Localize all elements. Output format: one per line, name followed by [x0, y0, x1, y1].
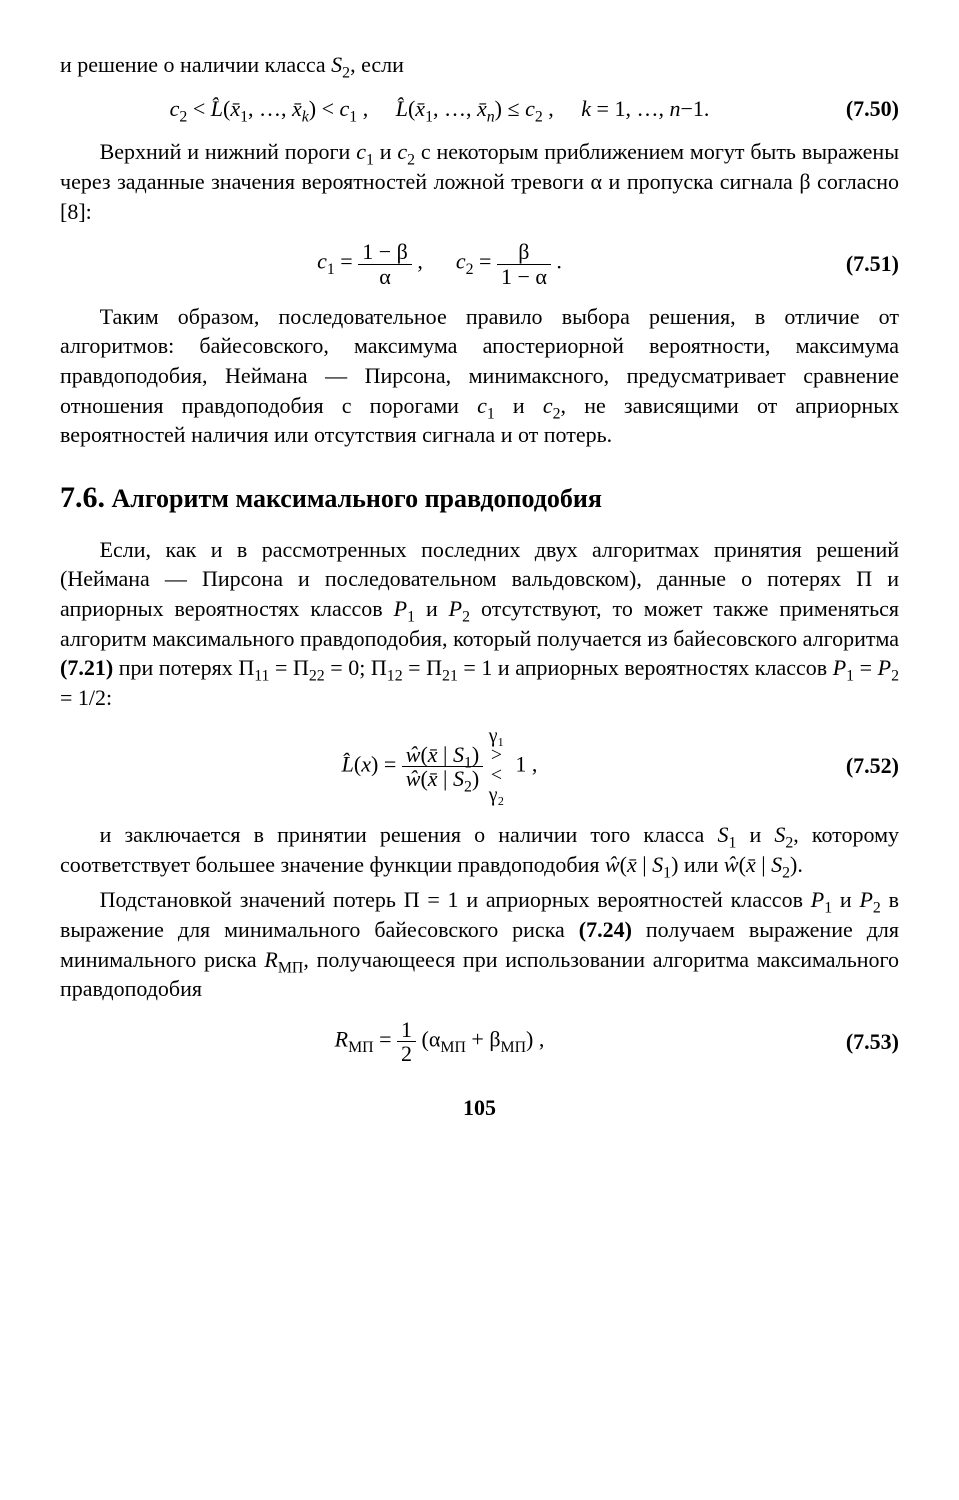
equation-7-53: RМП = 1 2 (αМП + βМП) , (7.53) — [60, 1018, 899, 1065]
eq-7-52-num: ŵ(x̄ | S1) — [402, 743, 483, 767]
equation-7-50: c2 < L̂(x̄1, …, x̄k) < c1 , L̂(x̄1, …, x… — [60, 94, 899, 124]
section-number: 7.6. — [60, 481, 105, 514]
paragraph-risk: Подстановкой значений потерь Π = 1 и апр… — [60, 885, 899, 1004]
page-number: 105 — [60, 1093, 899, 1123]
eq-7-53-num: 1 — [397, 1018, 416, 1042]
equation-7-52: L̂(x) = ŵ(x̄ | S1) ŵ(x̄ | S2) γ₁ > < γ₂ … — [60, 727, 899, 806]
eq-7-53-number: (7.53) — [819, 1027, 899, 1057]
eq-7-52-number: (7.52) — [819, 751, 899, 781]
paragraph-thresholds: Верхний и нижний пороги c1 и c2 с некото… — [60, 137, 899, 226]
eq-7-50-body: c2 < L̂(x̄1, …, x̄k) < c1 , L̂(x̄1, …, x… — [60, 94, 819, 124]
eq-7-52-gl-stack: γ₁ > < γ₂ — [489, 727, 505, 806]
eq-7-51-body: c1 = 1 − β α , c2 = β 1 − α . — [60, 240, 819, 287]
eq-7-52-den: ŵ(x̄ | S2) — [402, 767, 483, 790]
eq-7-53-den: 2 — [397, 1042, 416, 1065]
eq-7-53-body: RМП = 1 2 (αМП + βМП) , — [60, 1018, 819, 1065]
paragraph-decision: и заключается в принятии решения о налич… — [60, 820, 899, 879]
paragraph-sequential-rule: Таким образом, последовательное правило … — [60, 302, 899, 450]
paragraph-ml-intro: Если, как и в рассмотренных последних дв… — [60, 535, 899, 713]
eq-7-53-r-sub: МП — [348, 1039, 374, 1056]
eq-7-51-c1-num: 1 − β — [358, 240, 412, 264]
eq-7-51-c2-den: 1 − α — [497, 265, 551, 288]
eq-7-50-number: (7.50) — [819, 94, 899, 124]
eq-7-52-body: L̂(x) = ŵ(x̄ | S1) ŵ(x̄ | S2) γ₁ > < γ₂ … — [60, 727, 819, 806]
eq-7-53-beta-sub: МП — [501, 1039, 527, 1056]
equation-7-51: c1 = 1 − β α , c2 = β 1 − α . (7.51) — [60, 240, 899, 287]
section-title: Алгоритм максимального правдоподобия — [112, 484, 602, 513]
section-heading-7-6: 7.6. Алгоритм максимального правдоподоби… — [60, 478, 899, 519]
eq-7-53-alpha-sub: МП — [440, 1039, 466, 1056]
eq-7-52-rhs: 1 , — [515, 751, 537, 776]
intro-line: и решение о наличии класса S2, если — [60, 50, 899, 80]
eq-7-51-number: (7.51) — [819, 249, 899, 279]
r-mp-sub: МП — [278, 959, 304, 976]
eq-7-52-gamma2: γ₂ — [489, 786, 505, 806]
eq-7-51-c1-den: α — [358, 265, 412, 288]
eq-7-51-c2-num: β — [497, 240, 551, 264]
